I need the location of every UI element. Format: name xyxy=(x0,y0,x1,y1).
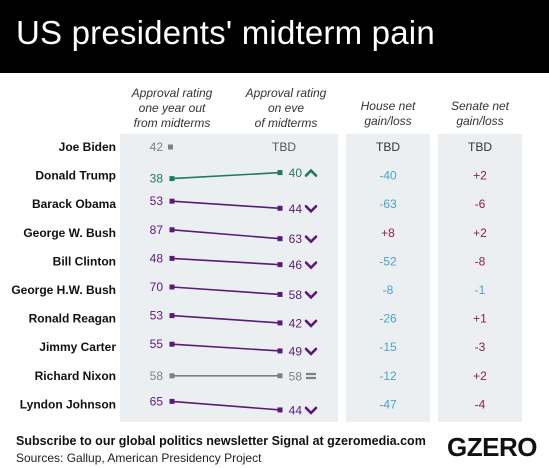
house-value: -15 xyxy=(379,340,397,354)
down-arrow-icon xyxy=(304,291,318,300)
down-arrow-icon xyxy=(304,347,318,356)
eve-marker xyxy=(277,236,283,242)
approval-slope-line xyxy=(171,171,281,180)
down-arrow-icon xyxy=(304,235,318,244)
eve-value: 42 xyxy=(289,316,303,330)
year-out-marker xyxy=(169,227,175,233)
year-out-marker xyxy=(169,198,175,204)
year-out-marker xyxy=(169,313,175,319)
down-arrow-icon xyxy=(304,319,318,328)
year-out-value: 38 xyxy=(150,172,164,186)
eve-marker xyxy=(277,205,283,211)
eve-value: 44 xyxy=(289,403,303,417)
house-value: -63 xyxy=(379,197,397,211)
eve-value: TBD xyxy=(272,140,296,154)
house-value: TBD xyxy=(376,140,400,154)
down-arrow-icon xyxy=(304,261,318,270)
president-name: Bill Clinton xyxy=(53,254,116,268)
eve-marker xyxy=(277,262,283,268)
down-arrow-icon xyxy=(304,406,318,415)
year-out-value: 48 xyxy=(150,251,164,265)
approval-slope-line xyxy=(171,229,281,240)
year-out-value: 55 xyxy=(150,337,164,351)
eve-marker xyxy=(277,373,283,379)
approval-slope-line xyxy=(171,343,281,352)
year-out-marker xyxy=(169,373,175,379)
president-name: Joe Biden xyxy=(59,140,116,154)
president-name: Lyndon Johnson xyxy=(20,397,116,411)
eve-value: 40 xyxy=(289,166,303,180)
year-out-marker xyxy=(169,284,175,290)
eve-value: 63 xyxy=(289,232,303,246)
eve-marker xyxy=(277,348,283,354)
sources-note: Sources: Gallup, American Presidency Pro… xyxy=(16,451,262,465)
year-out-value: 87 xyxy=(150,223,164,237)
eve-value: 58 xyxy=(289,288,303,302)
president-name: Jimmy Carter xyxy=(39,340,116,354)
header-senate: Senate net gain/loss xyxy=(450,99,510,128)
house-value: -47 xyxy=(379,397,397,411)
eve-marker xyxy=(277,170,283,176)
approval-slope-line xyxy=(171,314,281,324)
year-out-value: 53 xyxy=(150,309,164,323)
year-out-marker xyxy=(169,255,175,261)
title-bar: US presidents' midterm pain xyxy=(0,0,549,73)
year-out-value: 70 xyxy=(150,280,164,294)
senate-value: -8 xyxy=(475,254,486,268)
up-arrow-icon xyxy=(304,168,318,177)
eve-marker xyxy=(277,407,283,413)
approval-slope-line xyxy=(171,400,281,411)
president-name: Donald Trump xyxy=(35,169,116,183)
president-name: Richard Nixon xyxy=(35,369,116,383)
senate-value: +2 xyxy=(473,369,487,383)
subscribe-note: Subscribe to our global politics newslet… xyxy=(16,434,426,448)
senate-value: -6 xyxy=(475,197,486,211)
chart-title: US presidents' midterm pain xyxy=(16,14,435,51)
senate-value: TBD xyxy=(468,140,492,154)
year-out-marker xyxy=(169,176,175,182)
header-house: House net gain/loss xyxy=(360,99,416,128)
eve-value: 49 xyxy=(289,344,303,358)
house-value: -12 xyxy=(379,369,397,383)
senate-value: -3 xyxy=(475,340,486,354)
senate-value: -1 xyxy=(475,283,486,297)
year-out-value: 58 xyxy=(150,369,164,383)
president-name: George W. Bush xyxy=(23,226,116,240)
eve-marker xyxy=(277,320,283,326)
house-value: -40 xyxy=(379,169,397,183)
approval-slope-line xyxy=(171,286,281,296)
senate-value: +1 xyxy=(473,312,487,326)
senate-value: -4 xyxy=(475,397,486,411)
approval-slope-line xyxy=(171,257,281,266)
year-out-value: 53 xyxy=(150,194,164,208)
approval-slope-line xyxy=(171,200,281,210)
house-band xyxy=(346,134,430,422)
eve-value: 46 xyxy=(289,258,303,272)
senate-value: +2 xyxy=(473,169,487,183)
house-value: -26 xyxy=(379,312,397,326)
eve-value: 44 xyxy=(289,202,303,216)
year-out-marker xyxy=(169,398,175,404)
house-value: -52 xyxy=(379,254,397,268)
senate-value: +2 xyxy=(473,226,487,240)
gzero-logo: GZERO xyxy=(447,432,537,462)
header-approval-eve: Approval rating on eve of midterms xyxy=(245,86,327,130)
year-out-marker xyxy=(168,144,173,150)
year-out-value: 42 xyxy=(150,140,164,154)
house-value: -8 xyxy=(383,283,394,297)
header-approval-year-out: Approval rating one year out from midter… xyxy=(131,86,213,130)
president-name: George H.W. Bush xyxy=(11,283,116,297)
house-value: +8 xyxy=(381,226,395,240)
eve-value: 58 xyxy=(289,369,303,383)
eve-marker xyxy=(277,291,283,297)
senate-band xyxy=(438,134,522,422)
president-name: Ronald Reagan xyxy=(29,312,116,326)
year-out-marker xyxy=(169,341,175,347)
down-arrow-icon xyxy=(304,204,318,214)
approval-band xyxy=(120,134,338,422)
year-out-value: 65 xyxy=(150,394,164,408)
president-name: Barack Obama xyxy=(32,197,116,211)
